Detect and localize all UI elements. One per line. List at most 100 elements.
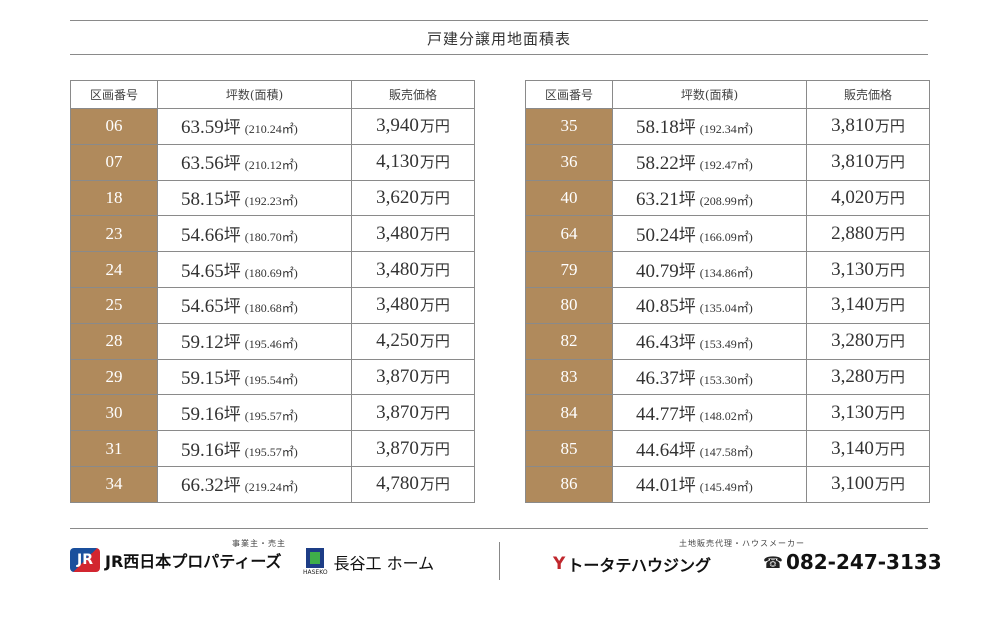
lot-area: 44.01坪 (145.49㎡) [612,465,807,503]
price-unit: 万円 [874,188,905,207]
area-sqm-value: (219.24㎡) [244,480,298,495]
lot-price: 3,870万円 [351,358,475,396]
price-unit: 万円 [419,224,450,243]
table-header-row: 区画番号 坪数(面積) 販売価格 [525,80,930,109]
haseko-logo-text: 長谷工 ホーム [333,554,435,573]
table-body: 06 63.59坪 (210.24㎡) 3,940万円 07 63.56坪 (210.12㎡… [70,108,475,503]
haseko-logo-mark-icon: HASEKO [303,548,328,576]
price-unit: 万円 [874,475,905,494]
price-unit: 万円 [419,153,450,172]
area-sqm-value: (147.58㎡) [699,444,753,459]
lot-area: 58.18坪 (192.34㎡) [612,108,807,145]
price-unit: 万円 [874,367,905,386]
price-value: 3,280 [831,330,874,352]
price-value: 3,870 [376,437,419,459]
tsubo-unit: 坪 [678,297,696,318]
lot-area: 40.85坪 (135.04㎡) [612,286,807,324]
tsubo-unit: 坪 [678,225,696,246]
price-unit: 万円 [874,296,905,315]
phone-icon: ☎ [763,552,783,572]
area-sqm-value: (195.46㎡) [244,337,298,352]
table-row: 82 46.43坪 (153.49㎡) 3,280万円 [525,322,930,360]
area-header: 坪数(面積) [157,80,352,109]
price-value: 4,130 [376,151,419,173]
developer-caption: 事業主・売主 [232,539,286,548]
lot-area: 59.16坪 (195.57㎡) [157,394,352,432]
price-unit: 万円 [874,439,905,458]
lot-number: 28 [70,322,158,360]
lot-price: 3,480万円 [351,251,475,288]
tsubo-unit: 坪 [223,225,241,246]
area-tsubo-value: 59.16 [181,403,224,425]
area-sqm-value: (180.69㎡) [244,265,298,280]
footer-divider [499,542,500,580]
footer-rule [70,528,928,529]
area-sqm-value: (180.68㎡) [244,301,298,316]
area-table-left: 区画番号 坪数(面積) 販売価格 06 63.59坪 (210.24㎡) 3,940万… [70,80,475,503]
price-unit: 万円 [419,260,450,279]
lot-number: 86 [525,465,613,503]
phone-contact: ☎ 082-247-3133 [763,550,942,574]
price-unit: 万円 [419,117,450,136]
area-tsubo-value: 58.22 [636,153,679,175]
lot-price: 3,130万円 [806,251,930,288]
page-title: 戸建分譲用地面積表 [426,30,571,48]
lot-price: 4,780万円 [351,465,475,503]
lot-number: 79 [525,251,613,288]
table-row: 30 59.16坪 (195.57㎡) 3,870万円 [70,394,475,432]
lot-area: 66.32坪 (219.24㎡) [157,465,352,503]
area-tsubo-value: 58.18 [636,117,679,139]
price-value: 3,140 [831,294,874,316]
lot-price: 4,020万円 [806,179,930,217]
area-sqm-value: (210.12㎡) [244,158,298,173]
price-unit: 万円 [874,224,905,243]
tsubo-unit: 坪 [223,440,241,461]
lot-price: 4,130万円 [351,143,475,181]
lot-number: 07 [70,143,158,181]
lot-number: 31 [70,430,158,467]
area-table-right: 区画番号 坪数(面積) 販売価格 35 58.18坪 (192.34㎡) 3,810万… [525,80,930,503]
area-tsubo-value: 63.56 [181,153,224,175]
area-sqm-value: (134.86㎡) [699,265,753,280]
lot-area: 54.65坪 (180.68㎡) [157,286,352,324]
price-value: 3,480 [376,294,419,316]
lot-number: 29 [70,358,158,396]
lot-area: 44.64坪 (147.58㎡) [612,430,807,467]
lot-number: 18 [70,179,158,217]
area-sqm-value: (192.34㎡) [699,122,753,137]
area-tsubo-value: 46.43 [636,332,679,354]
haseko-mark-caption: HASEKO [303,569,328,576]
lot-number: 82 [525,322,613,360]
table-row: 40 63.21坪 (208.99㎡) 4,020万円 [525,179,930,217]
price-unit: 万円 [874,153,905,172]
lot-price: 3,280万円 [806,322,930,360]
table-row: 34 66.32坪 (219.24㎡) 4,780万円 [70,465,475,503]
lot-price: 3,280万円 [806,358,930,396]
totate-logo-text: トータテハウジング [567,556,711,575]
table-row: 85 44.64坪 (147.58㎡) 3,140万円 [525,430,930,467]
agent-caption: 土地販売代理・ハウスメーカー [679,539,805,548]
lot-number-header: 区画番号 [525,80,613,109]
lot-area: 59.12坪 (195.46㎡) [157,322,352,360]
table-row: 86 44.01坪 (145.49㎡) 3,100万円 [525,465,930,503]
price-value: 3,480 [376,258,419,280]
tsubo-unit: 坪 [223,368,241,389]
lot-area: 46.43坪 (153.49㎡) [612,322,807,360]
area-tsubo-value: 50.24 [636,224,679,246]
area-tsubo-value: 66.32 [181,475,224,497]
price-unit: 万円 [419,332,450,351]
area-sqm-value: (180.70㎡) [244,229,298,244]
table-row: 84 44.77坪 (148.02㎡) 3,130万円 [525,394,930,432]
lot-number: 85 [525,430,613,467]
table-row: 23 54.66坪 (180.70㎡) 3,480万円 [70,215,475,253]
lot-number: 25 [70,286,158,324]
tsubo-unit: 坪 [678,189,696,210]
area-tsubo-value: 40.79 [636,260,679,282]
area-sqm-value: (195.57㎡) [244,444,298,459]
tsubo-unit: 坪 [223,333,241,354]
table-row: 07 63.56坪 (210.12㎡) 4,130万円 [70,143,475,181]
area-tsubo-value: 63.21 [636,188,679,210]
tsubo-unit: 坪 [223,118,241,139]
area-tsubo-value: 54.65 [181,296,224,318]
area-sqm-value: (153.49㎡) [699,337,753,352]
